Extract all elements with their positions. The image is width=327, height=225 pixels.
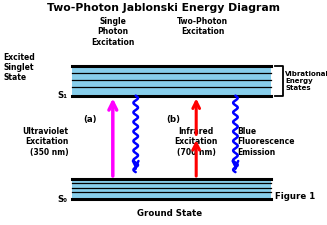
Bar bbox=[72, 179, 271, 199]
Text: (a): (a) bbox=[83, 115, 97, 124]
Text: Figure 1: Figure 1 bbox=[275, 192, 315, 201]
Text: Ground State: Ground State bbox=[137, 209, 203, 218]
Text: Blue
Fluorescence
Emission: Blue Fluorescence Emission bbox=[237, 127, 295, 157]
Text: Two-Photon Jablonski Energy Diagram: Two-Photon Jablonski Energy Diagram bbox=[47, 3, 280, 13]
Text: Infrared
Excitation
(700 nm): Infrared Excitation (700 nm) bbox=[175, 127, 218, 157]
Text: Excited
Singlet
State: Excited Singlet State bbox=[3, 53, 35, 82]
Text: Ultraviolet
Excitation
(350 nm): Ultraviolet Excitation (350 nm) bbox=[23, 127, 69, 157]
Text: Single
Photon
Excitation: Single Photon Excitation bbox=[91, 17, 134, 47]
Bar bbox=[72, 66, 271, 96]
Text: Vibrational
Energy
States: Vibrational Energy States bbox=[285, 71, 327, 91]
Text: S₀: S₀ bbox=[57, 195, 67, 204]
Text: (b): (b) bbox=[166, 115, 180, 124]
Text: Two-Photon
Excitation: Two-Photon Excitation bbox=[177, 17, 228, 36]
Text: S₁: S₁ bbox=[57, 91, 67, 100]
